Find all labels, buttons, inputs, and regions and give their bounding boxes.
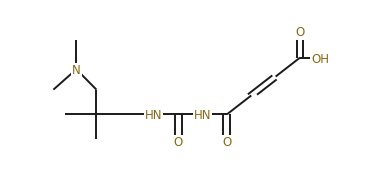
- Text: O: O: [222, 136, 232, 149]
- Text: N: N: [72, 64, 81, 77]
- Text: O: O: [174, 136, 183, 149]
- Text: HN: HN: [194, 109, 211, 122]
- Text: HN: HN: [145, 109, 162, 122]
- Text: O: O: [295, 26, 305, 40]
- Text: OH: OH: [311, 53, 329, 66]
